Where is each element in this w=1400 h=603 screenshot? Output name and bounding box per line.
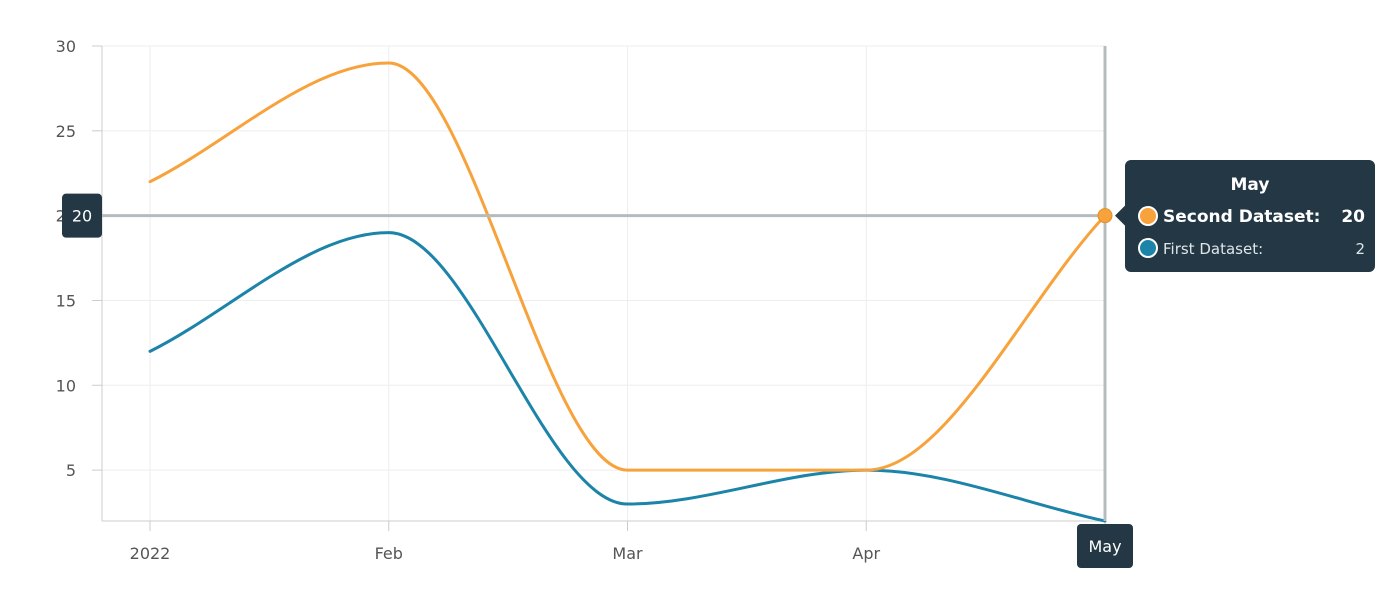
- series-line-first-dataset: [148, 231, 1107, 523]
- x-tick-label: Feb: [375, 544, 403, 563]
- hover-marker: [1097, 208, 1113, 224]
- tooltip-legend-swatch: [1138, 206, 1158, 226]
- y-tick-label: 5: [66, 461, 76, 480]
- x-tick-label: Apr: [852, 544, 880, 563]
- y-tick-label: 15: [56, 291, 76, 310]
- tooltip-caret: [1115, 205, 1125, 226]
- crosshair-layer: 20 May: [62, 46, 1133, 568]
- y-crosshair-badge-label: 20: [72, 207, 92, 226]
- tooltip-title: May: [1231, 175, 1270, 195]
- y-tick-label: 25: [56, 122, 76, 141]
- tooltip-legend-swatch: [1138, 238, 1158, 258]
- tooltip-box: [1125, 160, 1375, 272]
- x-crosshair-badge-label: May: [1088, 537, 1121, 556]
- x-tick-label: 2022: [130, 544, 171, 563]
- series-layer: [148, 61, 1107, 523]
- y-crosshair-badge: [62, 193, 102, 238]
- series-line-second-dataset: [148, 61, 1107, 472]
- tooltip: May Second Dataset: 20 First Dataset: 2: [1115, 160, 1375, 272]
- tooltip-row-value: 20: [1341, 207, 1365, 227]
- tooltip-row-value: 2: [1355, 240, 1365, 258]
- axis-layer: 5 10 15 20 25 30 2022 Feb Mar Apr: [56, 37, 1106, 563]
- y-tick-label: 30: [56, 37, 76, 56]
- tooltip-row-label: Second Dataset:: [1163, 207, 1320, 227]
- x-crosshair-badge: [1077, 524, 1133, 568]
- y-tick-label: 10: [56, 376, 76, 395]
- x-tick-label: Mar: [612, 544, 643, 563]
- tooltip-row-label: First Dataset:: [1163, 240, 1263, 258]
